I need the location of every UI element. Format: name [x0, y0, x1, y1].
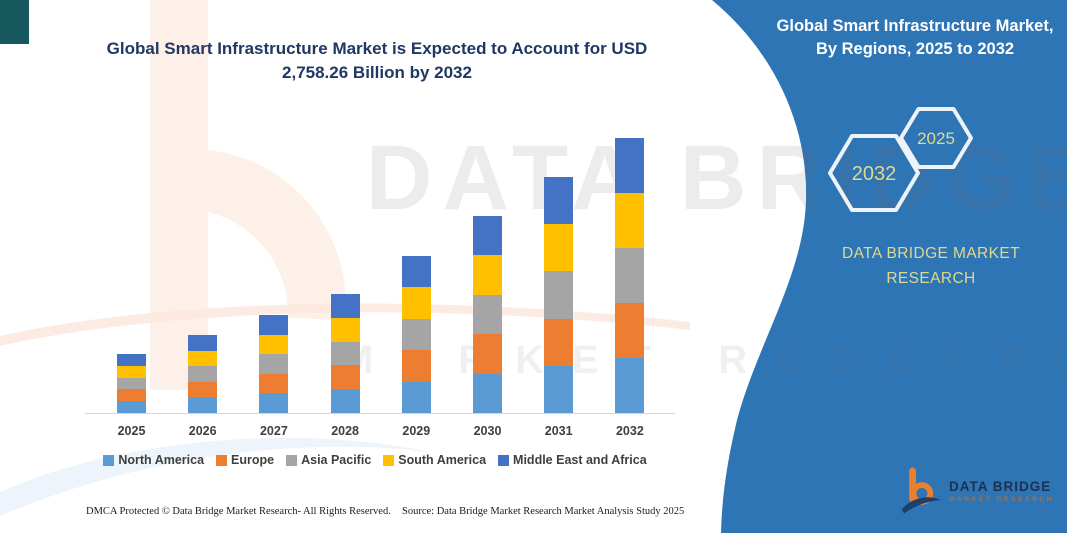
legend-swatch-europe [216, 454, 228, 466]
legend-item-middle-east-and-africa: Middle East and Africa [498, 453, 647, 467]
footer-source-text: Source: Data Bridge Market Research Mark… [402, 506, 685, 517]
footer-dmca-text: DMCA Protected © Data Bridge Market Rese… [86, 506, 391, 517]
blue-panel-shape [712, 0, 1067, 533]
x-axis-line [85, 413, 675, 414]
legend-label-south-america: South America [398, 453, 487, 467]
panel-title: Global Smart Infrastructure Market, By R… [776, 17, 1054, 59]
legend-label-europe: Europe [231, 453, 275, 467]
legend-item-south-america: South America [383, 453, 486, 467]
legend-item-north-america: North America [103, 453, 204, 467]
databridge-logo-text: DATA BRIDGE MARKET RESEARCH [949, 479, 1054, 503]
legend-label-asia-pacific: Asia Pacific [301, 453, 372, 467]
corner-accent-square [0, 0, 29, 44]
hexagon-2025-label: 2025 [917, 129, 955, 148]
databridge-logo-icon [901, 467, 942, 514]
chart-main-title: Global Smart Infrastructure Market is Ex… [106, 39, 648, 83]
legend-swatch-north-america [103, 454, 115, 466]
legend-swatch-south-america [383, 454, 395, 466]
chart-legend: North America Europe Asia Pacific South Ame… [70, 453, 680, 467]
legend-label-north-america: North America [118, 453, 205, 467]
legend-item-europe: Europe [216, 453, 274, 467]
hexagon-2025 [899, 107, 973, 169]
legend-swatch-asia-pacific [286, 454, 298, 466]
watermark-b-logo [150, 0, 346, 390]
hexagon-2032 [828, 134, 920, 212]
legend-item-asia-pacific: Asia Pacific [286, 453, 371, 467]
hexagon-2032-label: 2032 [852, 163, 897, 185]
brand-text: DATA BRIDGE MARKET RESEARCH [841, 245, 1020, 287]
logo-subtitle: MARKET RESEARCH [949, 496, 1055, 503]
legend-swatch-middle-east-and-africa [498, 454, 510, 466]
logo-name: DATA BRIDGE [949, 479, 1052, 494]
watermark-swoosh-peach [0, 303, 690, 346]
legend-label-middle-east-and-africa: Middle East and Africa [513, 453, 647, 467]
databridge-logo: DATA BRIDGE MARKET RESEARCH [900, 466, 1054, 516]
watermark-text-row2: MARKET RESEARCH [340, 338, 1067, 382]
